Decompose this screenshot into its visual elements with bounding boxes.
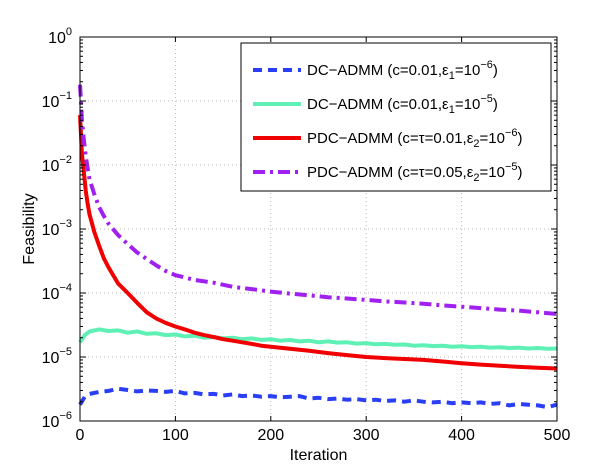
legend-text-post: ) (518, 130, 523, 147)
series-lines (78, 84, 558, 410)
legend-text-pre: DC−ADMM (c=0.01,ε (307, 62, 449, 79)
x-tick-label: 400 (448, 427, 475, 444)
legend-text-sub: 1 (449, 104, 455, 116)
y-tick-label: 10−2 (42, 154, 72, 175)
legend-text-post: ) (493, 96, 498, 113)
series-line-1 (78, 386, 558, 410)
y-tick-exponent: 0 (66, 26, 72, 38)
y-tick-base: 10 (42, 94, 60, 111)
series-line-3 (78, 115, 558, 371)
legend-text-sup: −5 (505, 161, 518, 173)
x-tick-label: 200 (257, 427, 284, 444)
y-tick-label: 10−6 (42, 410, 72, 431)
y-tick-exponent: −1 (59, 90, 72, 102)
legend-text-post: ) (493, 62, 498, 79)
x-tick-label: 100 (162, 427, 189, 444)
x-tick-label: 500 (544, 427, 571, 444)
axis-ticks: 0 100 200 300 400 50010−610−510−410−310−210−1… (42, 26, 571, 444)
x-tick-label: 300 (353, 427, 380, 444)
y-tick-base: 10 (42, 286, 60, 303)
y-tick-exponent: −6 (59, 410, 72, 422)
legend-text-sub: 2 (473, 138, 479, 150)
legend-text-sub: 1 (449, 70, 455, 82)
legend: DC−ADMM (c=0.01,ε1=10−6)DC−ADMM (c=0.01,… (240, 42, 552, 192)
legend-text-mid: =10 (480, 130, 505, 147)
y-tick-label: 10−1 (42, 90, 72, 111)
series-line-2 (78, 327, 558, 351)
y-tick-label: 100 (48, 26, 72, 47)
legend-text-pre: PDC−ADMM (c=τ=0.05,ε (307, 164, 474, 181)
legend-text-sup: −5 (480, 93, 493, 105)
y-tick-exponent: −3 (59, 218, 72, 230)
legend-text-mid: =10 (480, 164, 505, 181)
legend-text-sup: −6 (480, 59, 493, 71)
y-tick-exponent: −4 (59, 282, 72, 294)
y-tick-exponent: −2 (59, 154, 72, 166)
legend-label-4: PDC−ADMM (c=τ=0.05,ε2=10−5) (307, 161, 523, 184)
y-tick-label: 10−4 (42, 282, 72, 303)
legend-label-2: DC−ADMM (c=0.01,ε1=10−5) (307, 93, 498, 116)
legend-text-mid: =10 (455, 96, 480, 113)
legend-text-pre: PDC−ADMM (c=τ=0.01,ε (307, 130, 474, 147)
legend-label-1: DC−ADMM (c=0.01,ε1=10−6) (307, 59, 498, 82)
x-tick-label: 0 (76, 427, 85, 444)
y-tick-base: 10 (42, 158, 60, 175)
y-tick-label: 10−5 (42, 346, 72, 367)
legend-box (240, 42, 552, 192)
y-tick-label: 10−3 (42, 218, 72, 239)
series-line-4 (78, 84, 558, 316)
legend-text-sub: 2 (473, 172, 479, 184)
y-axis-label: Feasibility (21, 193, 38, 264)
legend-text-sup: −6 (505, 127, 518, 139)
legend-label-3: PDC−ADMM (c=τ=0.01,ε2=10−6) (307, 127, 523, 150)
y-tick-base: 10 (42, 222, 60, 239)
y-tick-base: 10 (42, 350, 60, 367)
y-tick-base: 10 (48, 30, 66, 47)
y-tick-exponent: −5 (59, 346, 72, 358)
legend-text-pre: DC−ADMM (c=0.01,ε (307, 96, 449, 113)
legend-text-mid: =10 (455, 62, 480, 79)
x-axis-label: Iteration (290, 447, 348, 464)
legend-text-post: ) (518, 164, 523, 181)
y-tick-base: 10 (42, 414, 60, 431)
